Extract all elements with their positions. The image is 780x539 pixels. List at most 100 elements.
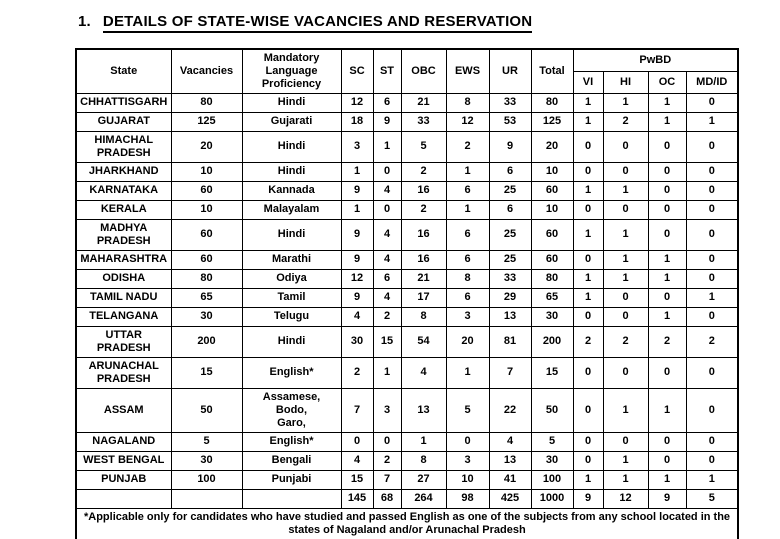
vacancies-cell: 50 (170, 387, 243, 433)
mdid-cell: 0 (685, 92, 739, 113)
table-row: ODISHA 80 Odiya 12 6 21 8 33 80 1 1 1 0 (75, 268, 739, 289)
ur-column-header: UR (488, 48, 532, 94)
vacancies-cell: 100 (170, 469, 243, 490)
state-cell: MAHARASHTRA (75, 249, 172, 270)
ur-cell: 25 (488, 180, 532, 201)
oc-cell: 1 (647, 306, 687, 327)
state-cell: KERALA (75, 199, 172, 220)
ews-cell: 6 (445, 287, 490, 308)
state-cell: ARUNACHAL PRADESH (75, 356, 172, 389)
sc-cell: 7 (340, 387, 374, 433)
table-row: ASSAM 50 Assamese, Bodo, Garo, 7 3 13 5 … (75, 387, 739, 433)
totals-ur-cell: 425 (488, 488, 532, 509)
ur-cell: 13 (488, 450, 532, 471)
obc-column-header: OBC (400, 48, 447, 94)
table-row: MADHYA PRADESH 60 Hindi 9 4 16 6 25 60 1… (75, 218, 739, 251)
totals-total-cell: 1000 (530, 488, 574, 509)
vacancies-cell: 80 (170, 268, 243, 289)
total-cell: 100 (530, 469, 574, 490)
vacancies-cell: 30 (170, 450, 243, 471)
language-column-header: Mandatory Language Proficiency (241, 48, 342, 94)
page-title: 1. DETAILS OF STATE-WISE VACANCIES AND RE… (78, 13, 780, 33)
mdid-cell: 0 (685, 306, 739, 327)
state-cell: PUNJAB (75, 469, 172, 490)
table-row: GUJARAT 125 Gujarati 18 9 33 12 53 125 1… (75, 111, 739, 132)
state-cell: MADHYA PRADESH (75, 218, 172, 251)
pwbd-group-header: PwBD (572, 48, 739, 72)
totals-row: 145 68 264 98 425 1000 9 12 9 5 (75, 488, 739, 509)
mdid-cell: 0 (685, 199, 739, 220)
total-cell: 15 (530, 356, 574, 389)
hi-cell: 0 (602, 161, 649, 182)
hi-cell: 1 (602, 249, 649, 270)
mdid-cell: 1 (685, 287, 739, 308)
hi-cell: 1 (602, 180, 649, 201)
totals-oc-cell: 9 (647, 488, 687, 509)
vacancies-cell: 65 (170, 287, 243, 308)
sc-cell: 1 (340, 161, 374, 182)
ews-cell: 6 (445, 218, 490, 251)
mdid-cell: 0 (685, 180, 739, 201)
ews-cell: 3 (445, 450, 490, 471)
ews-cell: 12 (445, 111, 490, 132)
table-body: CHHATTISGARH 80 Hindi 12 6 21 8 33 80 1 … (75, 92, 739, 490)
vi-cell: 2 (572, 325, 604, 358)
vi-cell: 0 (572, 199, 604, 220)
st-cell: 4 (372, 218, 402, 251)
sc-cell: 2 (340, 356, 374, 389)
mdid-cell: 0 (685, 130, 739, 163)
sc-cell: 12 (340, 268, 374, 289)
mdid-cell: 0 (685, 450, 739, 471)
ews-cell: 1 (445, 161, 490, 182)
total-cell: 30 (530, 306, 574, 327)
sc-cell: 9 (340, 249, 374, 270)
vacancies-cell: 60 (170, 249, 243, 270)
totals-mdid-cell: 5 (685, 488, 739, 509)
state-cell: CHHATTISGARH (75, 92, 172, 113)
hi-cell: 1 (602, 450, 649, 471)
hi-cell: 0 (602, 431, 649, 452)
obc-cell: 17 (400, 287, 447, 308)
hi-cell: 2 (602, 111, 649, 132)
table-row: NAGALAND 5 English* 0 0 1 0 4 5 0 0 0 0 (75, 431, 739, 452)
language-cell: Hindi (241, 325, 342, 358)
st-cell: 0 (372, 199, 402, 220)
oc-cell: 0 (647, 161, 687, 182)
total-cell: 60 (530, 180, 574, 201)
vacancies-cell: 80 (170, 92, 243, 113)
ews-column-header: EWS (445, 48, 490, 94)
oc-cell: 1 (647, 469, 687, 490)
language-cell: Gujarati (241, 111, 342, 132)
obc-cell: 2 (400, 199, 447, 220)
mdid-cell: 1 (685, 469, 739, 490)
mdid-cell: 2 (685, 325, 739, 358)
hi-cell: 1 (602, 268, 649, 289)
ur-cell: 41 (488, 469, 532, 490)
hi-cell: 2 (602, 325, 649, 358)
state-cell: ODISHA (75, 268, 172, 289)
state-cell: HIMACHAL PRADESH (75, 130, 172, 163)
vacancies-cell: 20 (170, 130, 243, 163)
state-cell: KARNATAKA (75, 180, 172, 201)
footnote-text: *Applicable only for candidates who have… (75, 507, 739, 539)
vi-cell: 0 (572, 306, 604, 327)
totals-empty-vacancies-cell (170, 488, 243, 509)
hi-cell: 0 (602, 130, 649, 163)
ews-cell: 5 (445, 387, 490, 433)
oc-cell: 0 (647, 450, 687, 471)
language-cell: Telugu (241, 306, 342, 327)
st-cell: 15 (372, 325, 402, 358)
obc-cell: 16 (400, 249, 447, 270)
ews-cell: 8 (445, 268, 490, 289)
mdid-cell: 0 (685, 431, 739, 452)
language-cell: Kannada (241, 180, 342, 201)
ur-cell: 33 (488, 92, 532, 113)
sc-cell: 9 (340, 180, 374, 201)
st-cell: 6 (372, 92, 402, 113)
ur-cell: 22 (488, 387, 532, 433)
vi-cell: 1 (572, 218, 604, 251)
obc-cell: 16 (400, 218, 447, 251)
hi-cell: 0 (602, 356, 649, 389)
vi-cell: 1 (572, 111, 604, 132)
totals-st-cell: 68 (372, 488, 402, 509)
